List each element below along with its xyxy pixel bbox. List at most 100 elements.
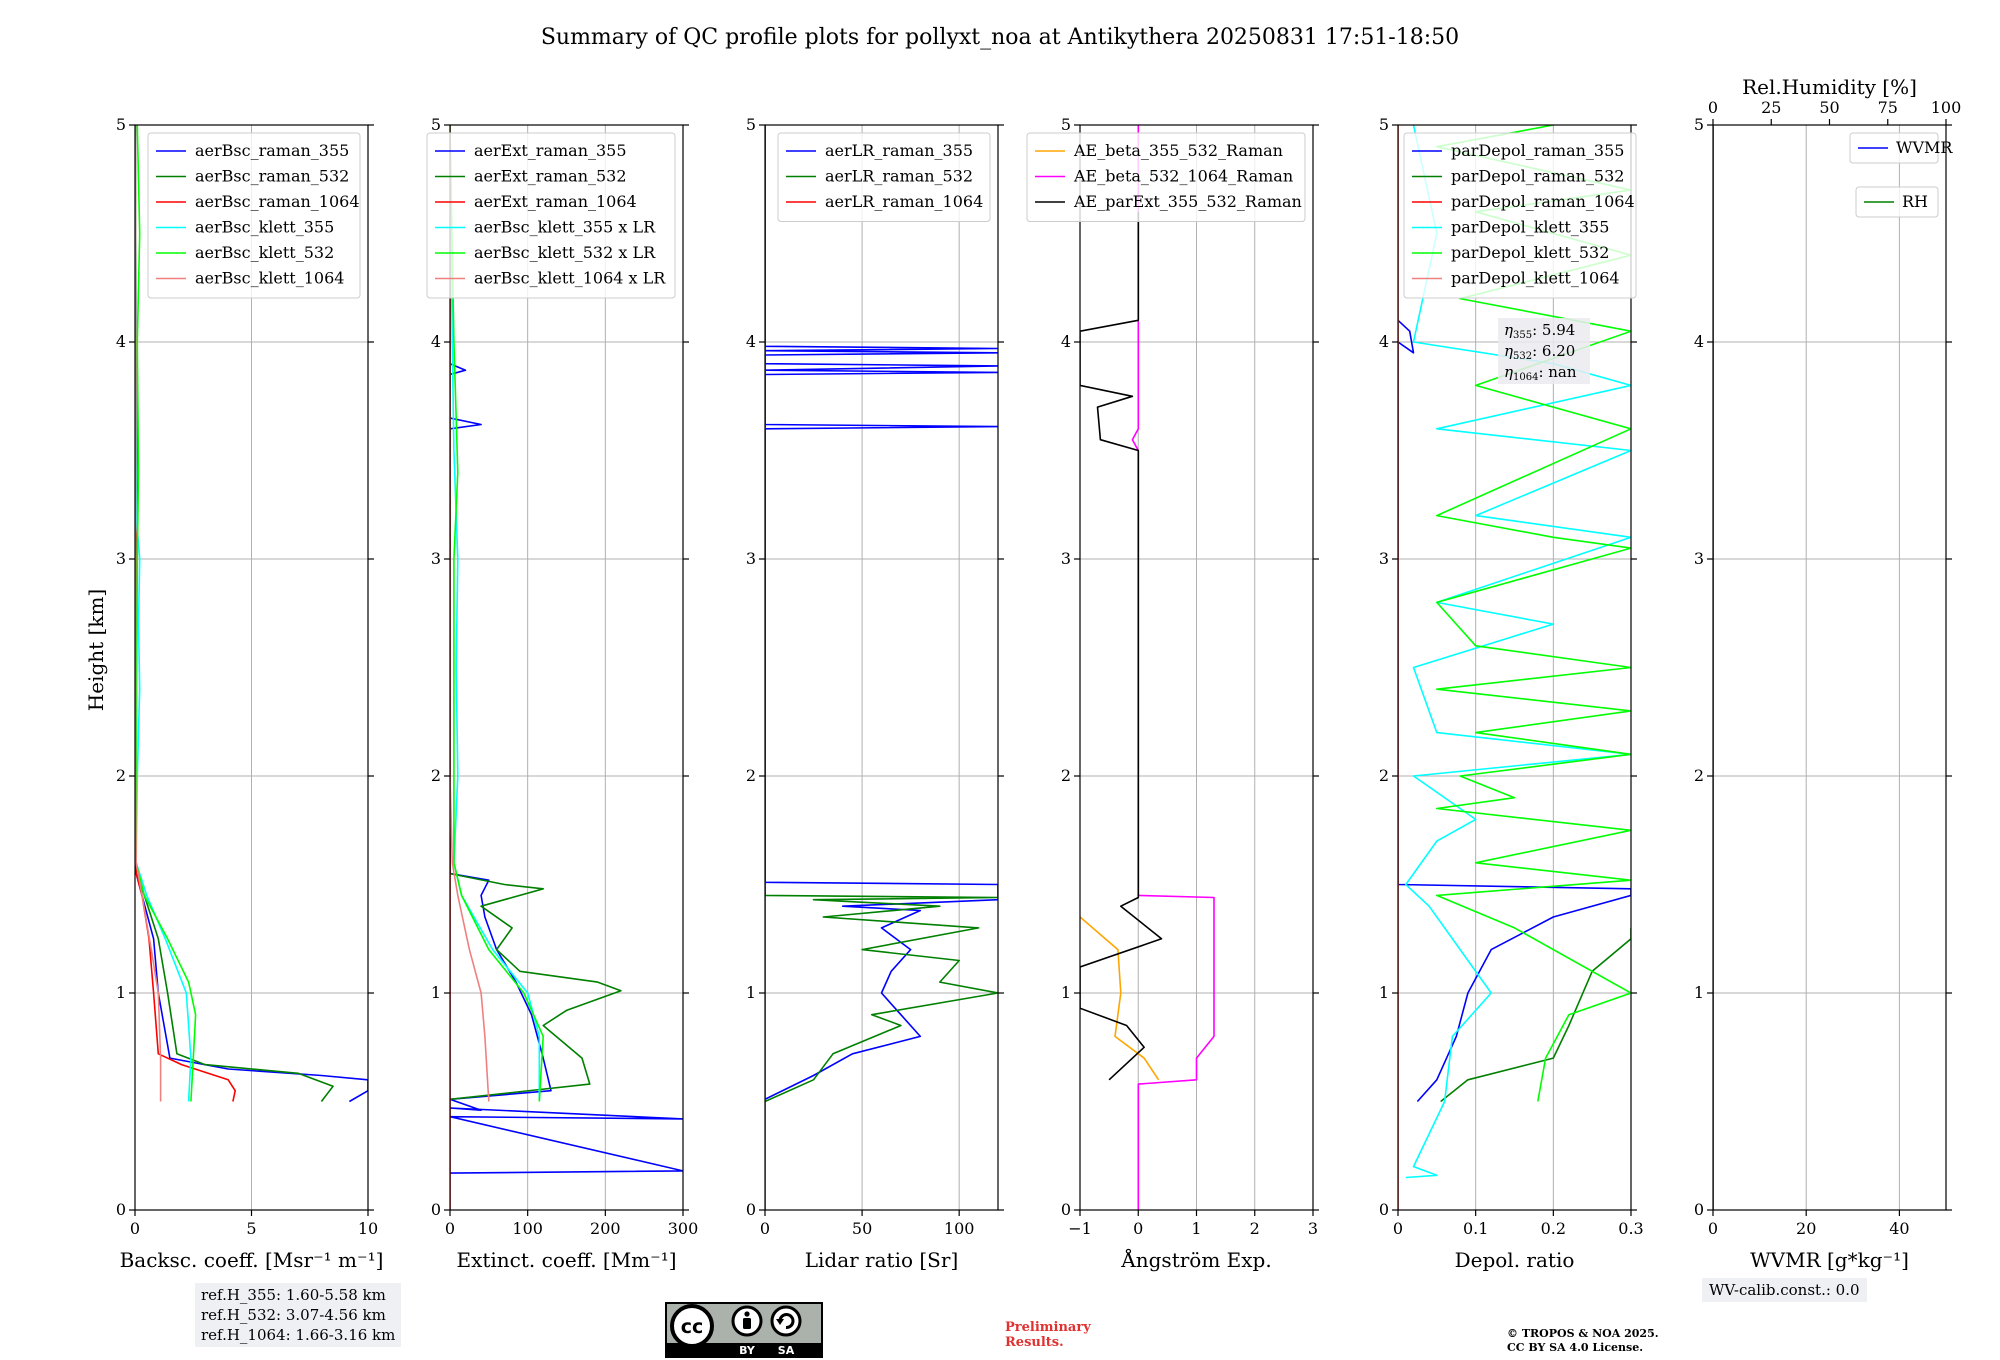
eta-annotation-line: η1064: nan bbox=[1504, 363, 1577, 383]
y-tick-label: 5 bbox=[431, 115, 441, 134]
y-tick-label: 5 bbox=[1379, 115, 1389, 134]
panel-water_vapor: 0 20 40 0 1 2 3 4 5 WVMR [g*kg⁻¹] 0 25 50 75 100 Rel.Hu… bbox=[1694, 75, 1961, 1272]
preliminary-results-note: Preliminary Results. bbox=[1005, 1320, 1091, 1350]
y-tick-label: 0 bbox=[746, 1200, 756, 1219]
series-line-pardepol-klett-532 bbox=[1436, 125, 1631, 1102]
legend-entry: aerLR_raman_532 bbox=[825, 167, 973, 186]
y-tick-label: 2 bbox=[1379, 766, 1389, 785]
eta-annotation-line: η355: 5.94 bbox=[1504, 321, 1575, 341]
x-axis-label: WVMR [g*kg⁻¹] bbox=[1750, 1248, 1909, 1272]
legend-entry: parDepol_klett_355 bbox=[1451, 218, 1609, 237]
legend-entry: aerBsc_klett_532 x LR bbox=[474, 243, 656, 262]
x-tick-label: 2 bbox=[1250, 1219, 1260, 1238]
y-tick-label: 1 bbox=[1694, 983, 1704, 1002]
series-line-pardepol-raman-532 bbox=[1440, 927, 1631, 1103]
x-tick-label: 0 bbox=[130, 1219, 140, 1238]
x-axis-label: Ångström Exp. bbox=[1120, 1247, 1271, 1272]
panel-extinction: 0 100 200 300 0 1 2 3 4 5 Extinct. coeff. [Mm⁻¹] ae… bbox=[426, 115, 699, 1272]
series-line-aerlr-raman-355 bbox=[765, 125, 998, 1101]
share-alike-arrow bbox=[776, 1319, 784, 1325]
preliminary-line-1: Preliminary bbox=[1005, 1320, 1091, 1335]
by-label: BY bbox=[739, 1344, 756, 1357]
y-tick-label: 1 bbox=[1379, 983, 1389, 1002]
x-tick-label: 100 bbox=[944, 1219, 975, 1238]
y-tick-label: 3 bbox=[1061, 549, 1071, 568]
x2-tick-label: 50 bbox=[1819, 98, 1839, 117]
eta-annotation-line: η532: 6.20 bbox=[1504, 342, 1575, 362]
y-tick-label: 3 bbox=[431, 549, 441, 568]
y-tick-label: 4 bbox=[431, 332, 441, 351]
copyright-line-1: © TROPOS & NOA 2025. bbox=[1507, 1327, 1659, 1340]
ref-height-1064: ref.H_1064: 1.66-3.16 km bbox=[201, 1326, 396, 1344]
y-tick-label: 4 bbox=[746, 332, 756, 351]
series-line-aerbsc-klett-1064 bbox=[135, 125, 162, 1102]
x-tick-label: 0 bbox=[1393, 1219, 1403, 1238]
y-tick-label: 2 bbox=[431, 766, 441, 785]
sa-label: SA bbox=[778, 1344, 795, 1357]
x-axis-label: Extinct. coeff. [Mm⁻¹] bbox=[456, 1248, 676, 1272]
attribution-icon-head bbox=[744, 1311, 750, 1317]
axes-frame bbox=[1397, 124, 1632, 1211]
series-group bbox=[1080, 125, 1215, 1210]
y-tick-label: 1 bbox=[116, 983, 126, 1002]
legend-entry: parDepol_klett_532 bbox=[1451, 243, 1609, 262]
y-tick-label: 0 bbox=[431, 1200, 441, 1219]
y-tick-label: 2 bbox=[116, 766, 126, 785]
x-tick-label: 100 bbox=[512, 1219, 543, 1238]
legend-entry: parDepol_raman_532 bbox=[1451, 167, 1624, 186]
series-line-pardepol-raman-355 bbox=[1398, 319, 1631, 1103]
series-group bbox=[765, 125, 998, 1210]
x-tick-label: 300 bbox=[668, 1219, 699, 1238]
legend-entry: aerBsc_klett_1064 bbox=[195, 269, 344, 288]
cc-by-sa-license-badge: cc BY SA bbox=[665, 1302, 823, 1358]
x-tick-label: 1 bbox=[1191, 1219, 1201, 1238]
legend-entry: aerLR_raman_355 bbox=[825, 141, 973, 160]
x-tick-label: 0 bbox=[1708, 1219, 1718, 1238]
panel-depolarization: 0 0.1 0.2 0.3 0 1 2 3 4 5 Depol. ratio parDepol_ram… bbox=[1379, 115, 1644, 1272]
cc-icon-text: cc bbox=[681, 1316, 704, 1338]
axes-frame bbox=[449, 124, 684, 1211]
series-line-ae-beta-355-532-raman bbox=[1080, 916, 1160, 1081]
legend-entry: RH bbox=[1902, 192, 1928, 211]
legend-entry: aerBsc_klett_355 bbox=[195, 218, 334, 237]
axes-frame bbox=[764, 124, 999, 1211]
figure-title: Summary of QC profile plots for pollyxt_… bbox=[541, 25, 1459, 50]
y-tick-label: 3 bbox=[116, 549, 126, 568]
series-line-aerbsc-klett-355-x-lr bbox=[450, 125, 541, 1102]
y-tick-label: 5 bbox=[746, 115, 756, 134]
series-line-pardepol-klett-355 bbox=[1405, 125, 1631, 1179]
badge-footer-strip bbox=[666, 1343, 822, 1357]
y-tick-label: 0 bbox=[116, 1200, 126, 1219]
x2-tick-label: 100 bbox=[1931, 98, 1962, 117]
legend-entry: aerBsc_klett_532 bbox=[195, 243, 334, 262]
attribution-icon-body bbox=[743, 1318, 751, 1329]
legend-box bbox=[147, 132, 361, 299]
y-tick-label: 5 bbox=[116, 115, 126, 134]
legend-box bbox=[1403, 132, 1637, 299]
legend-entry: aerBsc_klett_355 x LR bbox=[474, 218, 656, 237]
x-tick-label: 0.3 bbox=[1618, 1219, 1643, 1238]
series-line-aerext-raman-532 bbox=[450, 125, 622, 1101]
y-tick-label: 4 bbox=[116, 332, 126, 351]
y-tick-label: 0 bbox=[1379, 1200, 1389, 1219]
cc-icon bbox=[670, 1304, 714, 1348]
x2-tick-label: 25 bbox=[1761, 98, 1781, 117]
series-group bbox=[1398, 125, 1631, 1210]
x2-tick-label: 75 bbox=[1878, 98, 1898, 117]
y-tick-label: 0 bbox=[1694, 1200, 1704, 1219]
legend-entry: AE_parExt_355_532_Raman bbox=[1073, 192, 1302, 211]
series-group bbox=[135, 125, 368, 1103]
panel-lidar_ratio: 0 50 100 0 1 2 3 4 5 Lidar ratio [Sr] aerLR_raman_… bbox=[746, 115, 1004, 1272]
share-alike-icon bbox=[770, 1305, 802, 1337]
legend-entry: aerBsc_raman_355 bbox=[195, 141, 349, 160]
preliminary-line-2: Results. bbox=[1005, 1335, 1064, 1350]
eta-annotation-box bbox=[1498, 318, 1590, 384]
y-tick-label: 4 bbox=[1061, 332, 1071, 351]
x-axis-label: Backsc. coeff. [Msr⁻¹ m⁻¹] bbox=[120, 1248, 384, 1272]
legend-box bbox=[1855, 186, 1939, 218]
x-tick-label: 20 bbox=[1796, 1219, 1816, 1238]
y-tick-label: 4 bbox=[1694, 332, 1704, 351]
x-tick-label: 10 bbox=[358, 1219, 378, 1238]
